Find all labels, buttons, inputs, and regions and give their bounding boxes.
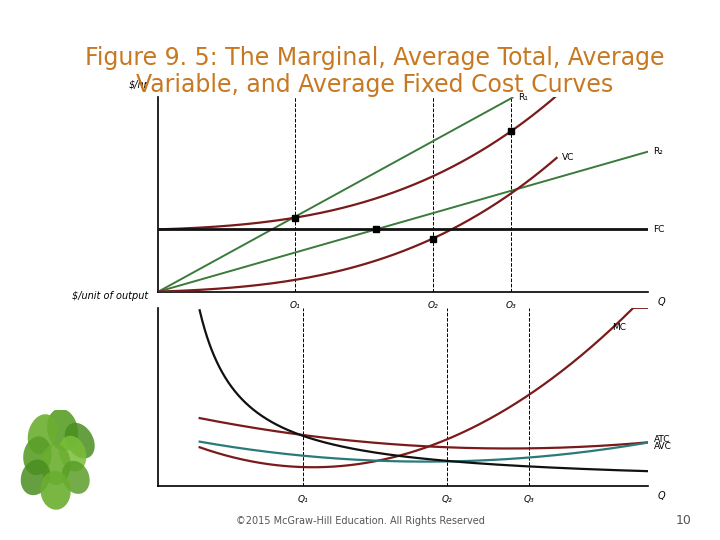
Text: VC: VC (562, 153, 575, 163)
Ellipse shape (65, 423, 95, 458)
Text: AVC: AVC (654, 442, 672, 451)
Text: TC: TC (0, 539, 1, 540)
Ellipse shape (47, 409, 78, 451)
Text: MC: MC (612, 323, 626, 332)
Text: Q₁: Q₁ (297, 495, 308, 504)
Ellipse shape (21, 460, 50, 495)
Ellipse shape (40, 471, 71, 510)
Text: Q₁: Q₁ (290, 301, 301, 310)
Text: R₁: R₁ (518, 93, 528, 102)
Ellipse shape (23, 436, 52, 475)
Text: Q₂: Q₂ (427, 301, 438, 310)
Ellipse shape (62, 461, 90, 494)
Ellipse shape (40, 444, 71, 485)
Text: 10: 10 (675, 514, 691, 526)
Text: R₂: R₂ (654, 147, 663, 156)
Text: $/unit of output: $/unit of output (72, 291, 148, 301)
Text: Q₃: Q₃ (524, 495, 535, 504)
Text: Q: Q (658, 298, 665, 307)
Text: ATC: ATC (654, 435, 670, 444)
Text: ©2015 Mc​Graw-Hill Education. All Rights Reserved: ©2015 Mc​Graw-Hill Education. All Rights… (235, 516, 485, 526)
Text: Variable, and Average Fixed Cost Curves: Variable, and Average Fixed Cost Curves (136, 73, 613, 97)
Ellipse shape (59, 436, 86, 471)
Text: FC: FC (654, 225, 665, 234)
Text: Q₂: Q₂ (441, 495, 452, 504)
Text: $/hr: $/hr (129, 79, 148, 90)
Text: Q₃: Q₃ (505, 301, 516, 310)
Text: Figure 9. 5: The Marginal, Average Total, Average: Figure 9. 5: The Marginal, Average Total… (85, 46, 664, 70)
Text: Q: Q (658, 491, 665, 501)
Ellipse shape (27, 414, 58, 454)
Text: AFC: AFC (0, 539, 1, 540)
